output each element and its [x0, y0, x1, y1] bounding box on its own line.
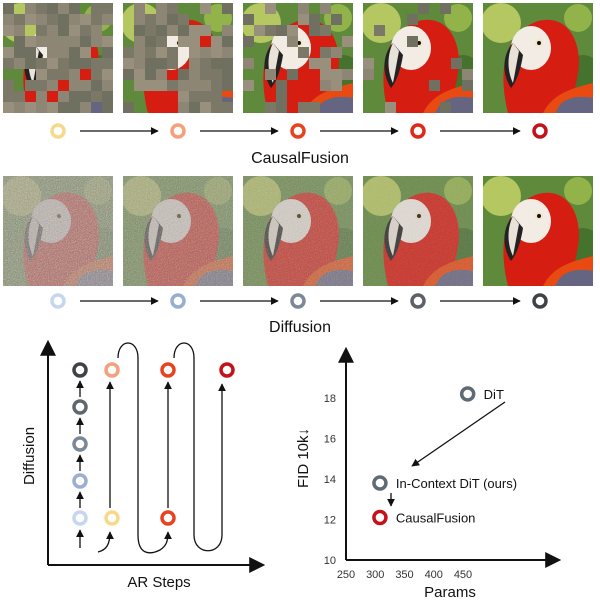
causalfusion-step-ring — [410, 123, 426, 139]
chart-x-tick: 250 — [337, 569, 355, 581]
diffusion-step-ring — [50, 293, 66, 309]
causalfusion-step-image — [483, 3, 593, 113]
diagram-ar-ring — [104, 510, 120, 526]
chart-point — [372, 475, 388, 491]
causalfusion-row-label: CausalFusion — [251, 150, 349, 167]
fid-params-chart: FID 10k↓ Params 250 300 350 400 450 10 12 14 16 1… — [295, 346, 562, 601]
diagram-ar-ring — [160, 510, 176, 526]
diffusion-step-image — [123, 176, 233, 286]
causalfusion-image-row — [3, 3, 593, 113]
diffusion-step-ring — [170, 293, 186, 309]
diffusion-ring-row — [50, 293, 548, 309]
diffusion-step-ring — [290, 293, 306, 309]
diagram-ar-ring — [219, 362, 235, 378]
chart-point-label: CausalFusion — [396, 510, 476, 525]
chart-y-tick: 10 — [324, 555, 336, 567]
chart-x-tick: 450 — [454, 569, 472, 581]
diagram-diffusion-ring — [72, 362, 88, 378]
causalfusion-step-image — [363, 3, 473, 113]
diffusion-step-ring — [410, 293, 426, 309]
chart-point-label: In-Context DiT (ours) — [396, 476, 517, 491]
chart-point — [372, 509, 388, 526]
diffusion-row-label: Diffusion — [269, 319, 331, 336]
causalfusion-step-image — [243, 3, 353, 113]
chart-y-tick: 16 — [324, 434, 336, 446]
diffusion-step-image — [363, 176, 473, 286]
flow-arrow-to-ar3 — [173, 342, 226, 552]
flow-arrow-to-ar2 — [117, 342, 172, 554]
diagram-ar-ring — [104, 362, 120, 378]
diffusion-step-image — [483, 176, 593, 286]
chart-y-label: FID 10k↓ — [295, 428, 312, 488]
diagram-x-label: AR Steps — [127, 574, 190, 591]
chart-x-label: Params — [424, 584, 476, 600]
chart-x-tick: 350 — [395, 569, 413, 581]
diagram-diffusion-ring — [72, 473, 88, 489]
diffusion-step-image — [3, 176, 113, 286]
ar-steps-diagram: Diffusion AR Steps — [21, 339, 266, 591]
causalfusion-step-image — [3, 3, 113, 113]
diagram-y-label: Diffusion — [21, 427, 38, 485]
chart-y-tick: 12 — [324, 515, 336, 527]
causalfusion-ring-row — [50, 123, 548, 139]
causalfusion-step-image — [123, 3, 233, 113]
chart-x-tick: 300 — [366, 569, 384, 581]
diagram-diffusion-ring — [72, 436, 88, 452]
flow-arrow-to-ar1 — [97, 531, 114, 553]
diffusion-step-ring — [532, 293, 548, 309]
dit-to-incontext-arrow — [411, 401, 506, 467]
chart-point-label: DiT — [484, 387, 504, 402]
chart-y-tick: 14 — [324, 474, 336, 486]
diffusion-image-row — [3, 176, 593, 286]
diagram-ar-ring — [160, 362, 176, 378]
chart-x-tick: 400 — [425, 569, 443, 581]
causalfusion-step-ring — [290, 123, 306, 139]
chart-point — [459, 386, 476, 402]
causalfusion-step-ring — [170, 123, 186, 139]
causalfusion-step-ring — [50, 123, 66, 139]
causalfusion-step-ring — [532, 123, 548, 139]
diagram-diffusion-ring — [72, 510, 88, 526]
diagram-diffusion-ring — [72, 399, 88, 415]
chart-y-tick: 18 — [324, 393, 336, 405]
diffusion-step-image — [243, 176, 353, 286]
